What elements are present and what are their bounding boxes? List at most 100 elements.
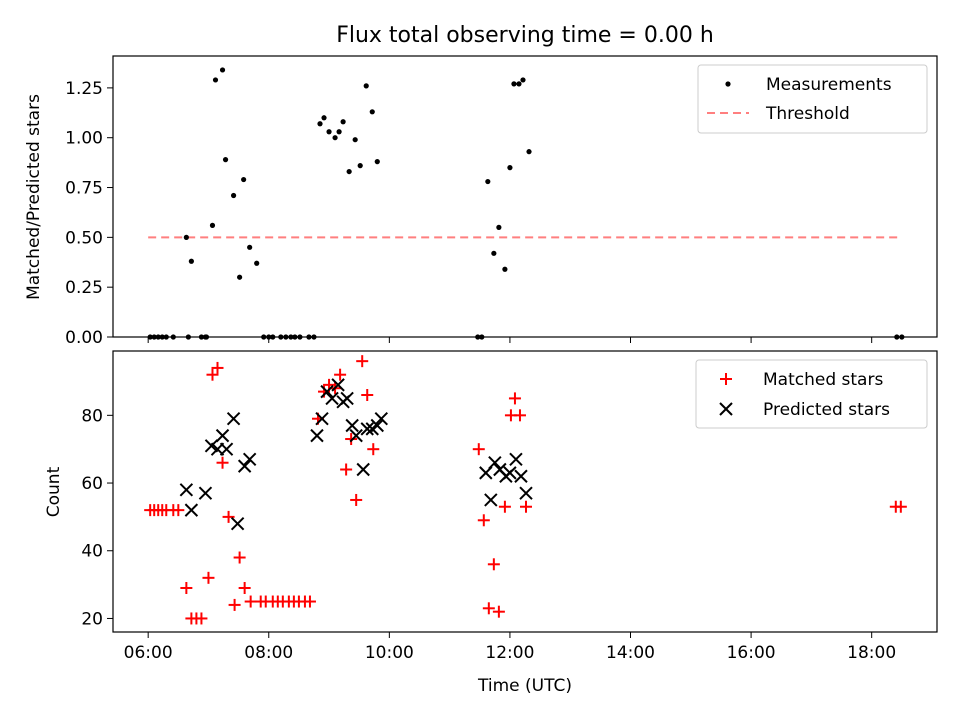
legend-measurements-label: Measurements (766, 75, 892, 95)
matched-star-point (367, 443, 380, 456)
measurement-point (270, 334, 276, 340)
measurement-point (254, 260, 260, 266)
predicted-star-point (370, 418, 384, 433)
measurement-point (311, 334, 317, 340)
predicted-star-point (374, 412, 389, 426)
predicted-star-point (226, 412, 241, 426)
measurement-point (202, 334, 209, 340)
measurement-point (507, 165, 513, 171)
bottom-x-tick-label: 08:00 (244, 643, 293, 663)
matched-star-point (303, 595, 316, 608)
measurement-point (336, 129, 342, 135)
predicted-star-point (503, 466, 517, 480)
measurement-point (163, 334, 169, 340)
bottom-x-tick-label: 06:00 (124, 643, 173, 663)
measurement-point (261, 334, 267, 340)
legend-matched-label: Matched stars (763, 370, 883, 390)
bottom-x-ticks: 06:00 08:00 10:00 12:00 14:00 16:00 18:00 (124, 632, 896, 663)
bottom-x-tick-label: 18:00 (847, 643, 896, 663)
predicted-star-point (215, 428, 230, 443)
predicted-star-point (325, 391, 339, 406)
measurement-point (237, 274, 243, 280)
measurement-point (266, 334, 272, 340)
top-y-tick-label: 1.25 (65, 79, 103, 99)
matched-star-point (216, 456, 229, 469)
predicted-star-point (519, 486, 533, 500)
measurement-point (511, 81, 517, 87)
measurement-point (230, 192, 237, 199)
matched-star-point (202, 571, 215, 584)
measurement-point (183, 234, 189, 240)
measurement-point (321, 115, 327, 121)
matched-star-points (144, 355, 907, 625)
matched-star-point (361, 389, 374, 402)
predicted-star-point (204, 439, 219, 453)
measurement-point (212, 77, 219, 83)
measurement-point (326, 129, 332, 135)
top-plot-ylabel: Matched/Predicted stars (24, 94, 44, 300)
matched-star-point (233, 551, 246, 564)
bottom-x-tick-label: 10:00 (365, 643, 414, 663)
bottom-plot-xlabel: Time (UTC) (477, 676, 572, 696)
predicted-star-point (242, 452, 257, 467)
predicted-star-point (320, 384, 334, 399)
matched-star-point (477, 514, 490, 527)
measurement-point (894, 334, 900, 340)
predicted-star-point (356, 462, 370, 477)
top-y-tick-label: 0.25 (65, 278, 103, 298)
top-y-tick-label: 0.50 (65, 228, 103, 248)
measurement-point (332, 135, 338, 141)
measurement-point (209, 222, 216, 228)
matched-star-point (222, 510, 235, 523)
measurement-point (496, 224, 502, 230)
matched-star-point (206, 368, 219, 381)
legend-matched-marker (720, 373, 732, 385)
measurement-point (502, 266, 508, 272)
predicted-star-point (340, 391, 354, 406)
measurement-point (491, 250, 497, 256)
measurement-point (241, 176, 247, 183)
bottom-plot-ylabel: Count (44, 466, 64, 517)
top-y-tick-label: 0.00 (65, 328, 103, 348)
matched-star-point (238, 581, 251, 594)
matched-star-point (472, 443, 485, 456)
bottom-plot-frame (112, 350, 938, 633)
bottom-x-tick-label: 16:00 (727, 643, 776, 663)
matched-star-point (340, 463, 353, 476)
matched-star-point (211, 361, 224, 374)
predicted-star-point (514, 469, 528, 483)
top-plot-frame (112, 55, 938, 338)
measurement-point (219, 67, 226, 73)
predicted-star-point (484, 493, 498, 507)
bottom-y-tick-label: 40 (81, 542, 103, 562)
predicted-star-point (349, 428, 363, 443)
top-y-ticks: 0.00 0.25 0.50 0.75 1.00 1.25 (65, 79, 113, 348)
measurement-point (374, 159, 380, 165)
measurement-point (151, 334, 157, 340)
predicted-star-point (179, 483, 194, 497)
top-legend: Measurements Threshold (697, 64, 928, 134)
measurement-point (520, 77, 526, 83)
measurement-point (485, 178, 491, 185)
measurement-point (357, 163, 363, 169)
measurement-point (340, 119, 346, 125)
measurement-point (306, 334, 312, 340)
measurement-point (346, 168, 352, 175)
measurement-point (288, 334, 294, 340)
bottom-plot: Count Time (UTC) 20 40 60 80 06:00 08:00 10:0… (44, 350, 938, 696)
measurement-point (516, 81, 522, 87)
predicted-star-point (331, 378, 345, 392)
matched-star-point (520, 500, 533, 513)
predicted-star-point (198, 486, 213, 500)
matched-star-point (244, 595, 257, 608)
matched-star-point (508, 392, 521, 405)
predicted-star-point (219, 442, 234, 456)
bottom-legend: Matched stars Predicted stars (695, 359, 928, 429)
matched-star-point (172, 504, 185, 517)
matched-star-point (345, 433, 358, 446)
matched-star-point (487, 558, 500, 571)
measurement-point (147, 334, 153, 340)
bottom-y-tick-label: 80 (81, 406, 103, 426)
measurement-points (147, 67, 905, 340)
